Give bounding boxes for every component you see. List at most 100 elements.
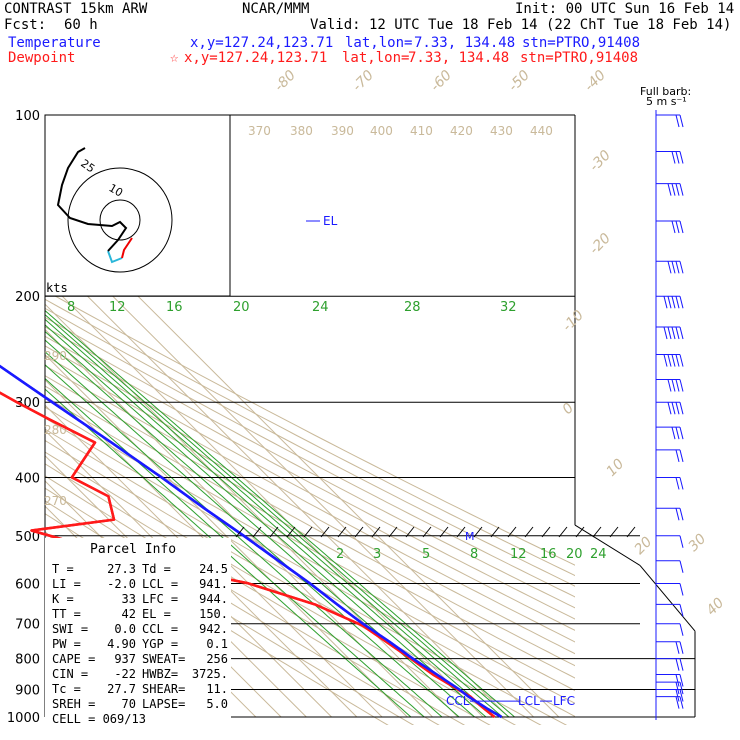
temperature-legend-xy: x,y=127.24,123.71 [190, 35, 334, 51]
pressure-label: 300 [15, 396, 40, 411]
parcel-info-value: 33 [122, 592, 136, 606]
isotherm-line [45, 252, 509, 718]
isotherm-label: 40 [704, 595, 728, 619]
parcel-info-key: HWBZ= [142, 667, 178, 681]
parcel-info-value: 941. [199, 577, 228, 591]
wind-barb-flag [679, 674, 684, 687]
isotherm-line [45, 303, 459, 718]
theta-label: 440 [530, 124, 553, 138]
mixing-ratio-label: 20 [233, 300, 250, 315]
ccl-label: CCL [446, 694, 470, 708]
freezing-level-hatch [541, 526, 551, 538]
parcel-info-key: CELL = 069/13 [52, 712, 146, 726]
isotherm-label: -40 [582, 67, 610, 95]
isotherm-line [45, 227, 534, 718]
mixing-ratio-label: 8 [470, 547, 478, 562]
pressure-label: 500 [15, 530, 40, 545]
parcel-info-key: T = [52, 562, 74, 576]
parcel-info-key: SREH = [52, 697, 95, 711]
pressure-label: 800 [15, 653, 40, 668]
wind-barb-flag [679, 114, 684, 128]
lfc-label: LFC [553, 694, 575, 708]
isotherm-label: -20 [587, 230, 615, 258]
parcel-info-value: 42 [122, 607, 136, 621]
parcel-info-value: 150. [199, 607, 228, 621]
wind-barb-flag [679, 535, 684, 548]
parcel-info-value: 0.1 [206, 637, 228, 651]
wind-barb-flag [671, 402, 676, 415]
parcel-info-key: PW = [52, 637, 81, 651]
parcel-info-key: CCL = [142, 622, 178, 636]
wind-barb-flag [671, 183, 676, 196]
freezing-level-hatch [507, 526, 517, 538]
dewpoint-legend-latlon-label: lat,lon= [342, 50, 410, 66]
wind-barb-flag [671, 427, 676, 440]
parcel-info-key: SWEAT= [142, 652, 185, 666]
wind-barb-flag [675, 354, 680, 367]
isotherm-label: -60 [428, 67, 456, 95]
hodograph-ring-inner [99, 199, 141, 241]
wind-barb-flag [679, 689, 684, 702]
wind-barb-flag [679, 261, 684, 274]
isotherm-label: 10 [604, 456, 628, 480]
wind-barb-flag [675, 151, 680, 164]
mixing-ratio-label: 24 [590, 547, 607, 562]
barb-header: Full barb: [640, 85, 691, 98]
temperature-legend-latlon: 7.33, 134.48 [414, 35, 516, 51]
dewpoint-legend-marker: ☆ [170, 50, 179, 66]
dewpoint-line-extension [0, 391, 496, 718]
parcel-info-value: 942. [199, 622, 228, 636]
freezing-level-hatch [575, 526, 585, 538]
wind-barb-flag [679, 560, 684, 573]
wind-barb-flag [675, 674, 680, 687]
pressure-label: 1000 [7, 711, 40, 726]
isotherm-label: -50 [506, 67, 534, 95]
wind-barb-flag [679, 326, 684, 340]
theta-label: 270 [44, 494, 67, 508]
hodograph-frame [44, 114, 231, 297]
wind-barb-flag [675, 449, 680, 463]
wind-barb-flag [679, 379, 684, 392]
dewpoint-legend-label: Dewpoint [8, 50, 76, 66]
theta-label: 430 [490, 124, 513, 138]
freezing-level-hatch [422, 526, 432, 538]
wind-barb-flag [675, 508, 680, 521]
wind-barb-flag [667, 183, 672, 196]
wind-barb-flag [679, 681, 684, 695]
dry-adiabat-line [45, 385, 575, 679]
mixing-ratio-label: 32 [500, 300, 517, 315]
parcel-info-value: 256 [206, 652, 228, 666]
isotherm-line [45, 379, 383, 718]
parcel-info-key: TT = [52, 607, 81, 621]
dry-adiabat-line [45, 375, 575, 667]
wind-barb-flag [667, 296, 672, 309]
parcel-info-key: CAPE = [52, 652, 95, 666]
parcel-info-value: 3725. [192, 667, 228, 681]
parcel-info-key: YGP = [142, 637, 178, 651]
wind-barb-flag [679, 402, 684, 415]
freezing-level-hatch [269, 526, 279, 538]
parcel-info-value: 27.7 [107, 682, 136, 696]
wind-barb-flag [663, 326, 668, 340]
wind-barb-flag [679, 583, 684, 596]
wind-barb-flag [675, 681, 680, 695]
hodograph-trace-upper [56, 147, 128, 252]
isotherm-label: -80 [272, 67, 300, 95]
parcel-info-value: 24.5 [199, 562, 228, 576]
mixing-ratio-label: 5 [422, 547, 430, 562]
mixing-ratio-label: 20 [566, 547, 583, 562]
parcel-info-key: K = [52, 592, 74, 606]
mixing-ratio-label: 12 [510, 547, 527, 562]
theta-label: 400 [370, 124, 393, 138]
wind-barb-flag [663, 296, 668, 309]
wind-barb-flag [671, 261, 676, 274]
freezing-level-hatch [337, 526, 347, 538]
wind-barb-flag [679, 296, 684, 309]
freezing-level-hatch [388, 526, 398, 538]
isotherm-label: 30 [686, 531, 710, 555]
parcel-info-value: 4.90 [107, 637, 136, 651]
wind-barb-flag [675, 477, 680, 490]
pressure-label: 700 [15, 618, 40, 633]
dry-adiabat-line [45, 451, 517, 725]
model-title: CONTRAST 15km ARW [4, 1, 148, 17]
